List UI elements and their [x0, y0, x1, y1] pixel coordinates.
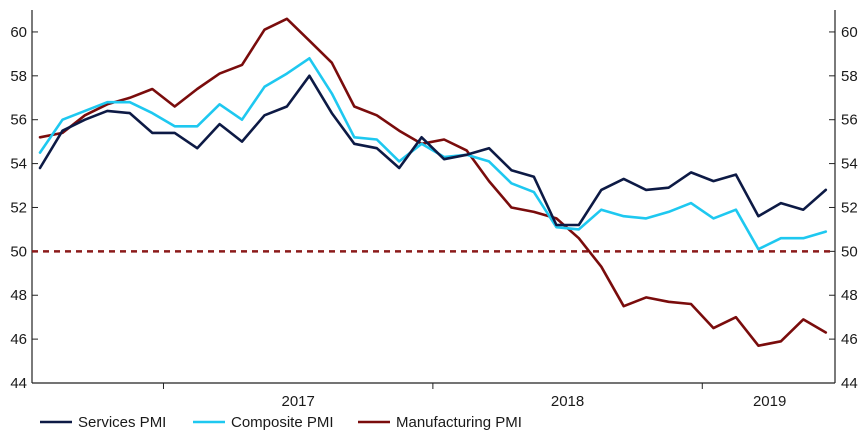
right-tick-label-54: 54	[841, 156, 858, 173]
right-y-axis: 44 46 48 50 52 54 56 58 60	[829, 10, 858, 392]
right-tick-label-60: 60	[841, 24, 858, 41]
legend: Services PMI Composite PMI Manufacturing P…	[40, 414, 522, 431]
series-layer	[38, 17, 828, 348]
left-tick-label-44: 44	[10, 375, 27, 392]
left-tick-label-46: 46	[10, 331, 27, 348]
left-tick-label-52: 52	[10, 199, 27, 216]
left-tick-label-58: 58	[10, 68, 27, 85]
right-tick-label-58: 58	[841, 68, 858, 85]
left-tick-label-48: 48	[10, 287, 27, 304]
left-tick-label-56: 56	[10, 112, 27, 129]
legend-label-manufacturing-pmi: Manufacturing PMI	[396, 414, 522, 431]
manufacturing-pmi-line	[38, 17, 828, 348]
left-tick-label-54: 54	[10, 156, 27, 173]
x-tick-label-2019: 2019	[753, 393, 786, 410]
services-pmi-line	[38, 74, 828, 227]
right-tick-label-50: 50	[841, 243, 858, 260]
right-tick-label-46: 46	[841, 331, 858, 348]
x-axis: 2017 2018 2019	[32, 382, 835, 410]
composite-pmi-line	[38, 56, 828, 251]
x-tick-label-2018: 2018	[551, 393, 584, 410]
legend-label-composite-pmi: Composite PMI	[231, 414, 334, 431]
right-tick-label-48: 48	[841, 287, 858, 304]
left-tick-label-50: 50	[10, 243, 27, 260]
right-tick-label-52: 52	[841, 199, 858, 216]
left-y-axis: 44 46 48 50 52 54 56 58 60	[10, 10, 38, 392]
left-tick-label-60: 60	[10, 24, 27, 41]
right-tick-label-56: 56	[841, 112, 858, 129]
right-tick-label-44: 44	[841, 375, 858, 392]
x-tick-label-2017: 2017	[281, 393, 314, 410]
legend-label-services-pmi: Services PMI	[78, 414, 166, 431]
